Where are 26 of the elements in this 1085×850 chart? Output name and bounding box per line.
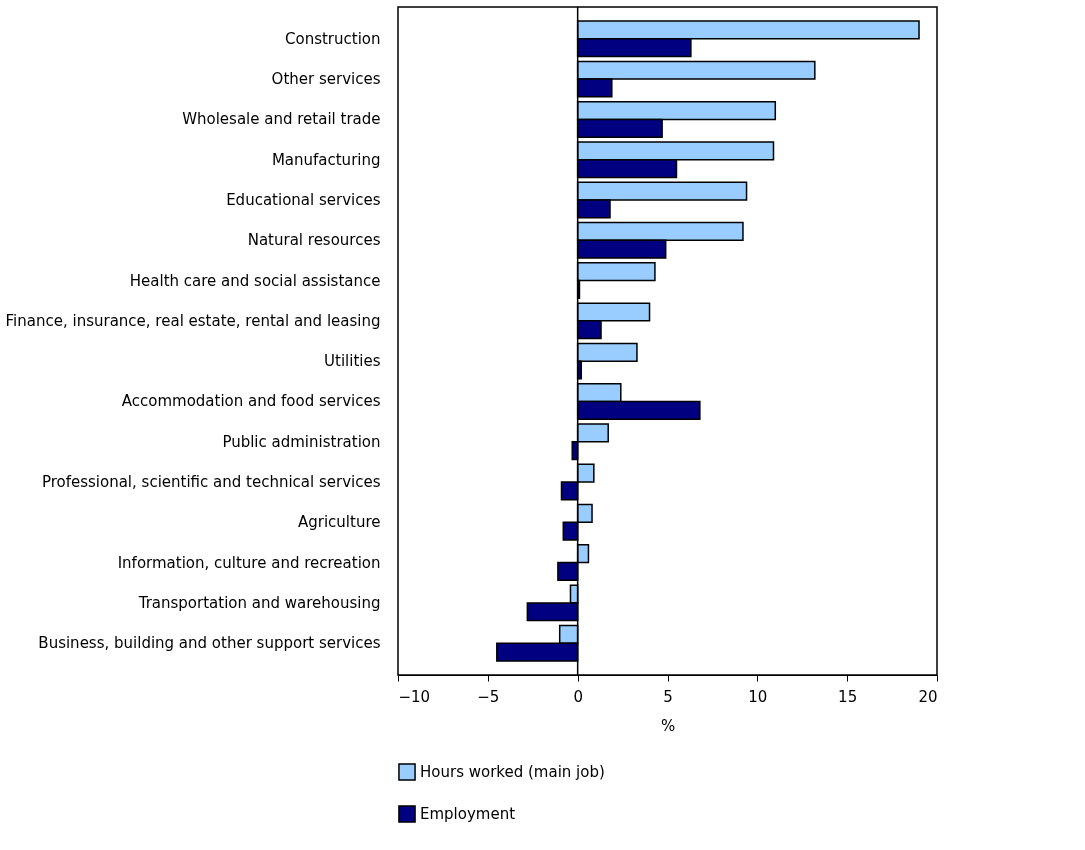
- y-tick-label: Wholesale and retail trade: [182, 110, 381, 129]
- y-tick-label: Information, culture and recreation: [117, 553, 381, 572]
- legend-label: Employment: [420, 805, 516, 823]
- y-tick-label: Public administration: [222, 432, 381, 451]
- x-tick-label: 5: [663, 687, 673, 706]
- legend-label: Hours worked (main job): [420, 763, 605, 781]
- x-tick-label: 15: [838, 687, 858, 706]
- y-tick-label: Agriculture: [298, 513, 381, 532]
- y-tick-label: Accommodation and food services: [121, 392, 381, 411]
- x-axis-title: %: [660, 716, 676, 735]
- y-tick-label: Other services: [271, 70, 381, 89]
- y-tick-label: Professional, scientific and technical services: [41, 473, 381, 492]
- y-tick-label: Educational services: [226, 190, 381, 209]
- x-tick-label: 20: [918, 687, 938, 706]
- y-tick-label: Natural resources: [247, 231, 381, 250]
- x-tick-label: −10: [398, 687, 431, 706]
- x-tick-label: −5: [477, 687, 500, 706]
- y-tick-label: Manufacturing: [271, 150, 381, 169]
- x-tick-label: 0: [573, 687, 583, 706]
- y-tick-label: Finance, insurance, real estate, rental and leasing: [5, 311, 381, 330]
- x-tick-label: 10: [748, 687, 768, 706]
- y-tick-label: Construction: [284, 29, 381, 48]
- y-tick-label: Transportation and warehousing: [137, 593, 381, 612]
- y-tick-label: Utilities: [324, 352, 381, 371]
- y-tick-label: Health care and social assistance: [129, 271, 381, 290]
- y-tick-label: Business, building and other support services: [38, 634, 381, 653]
